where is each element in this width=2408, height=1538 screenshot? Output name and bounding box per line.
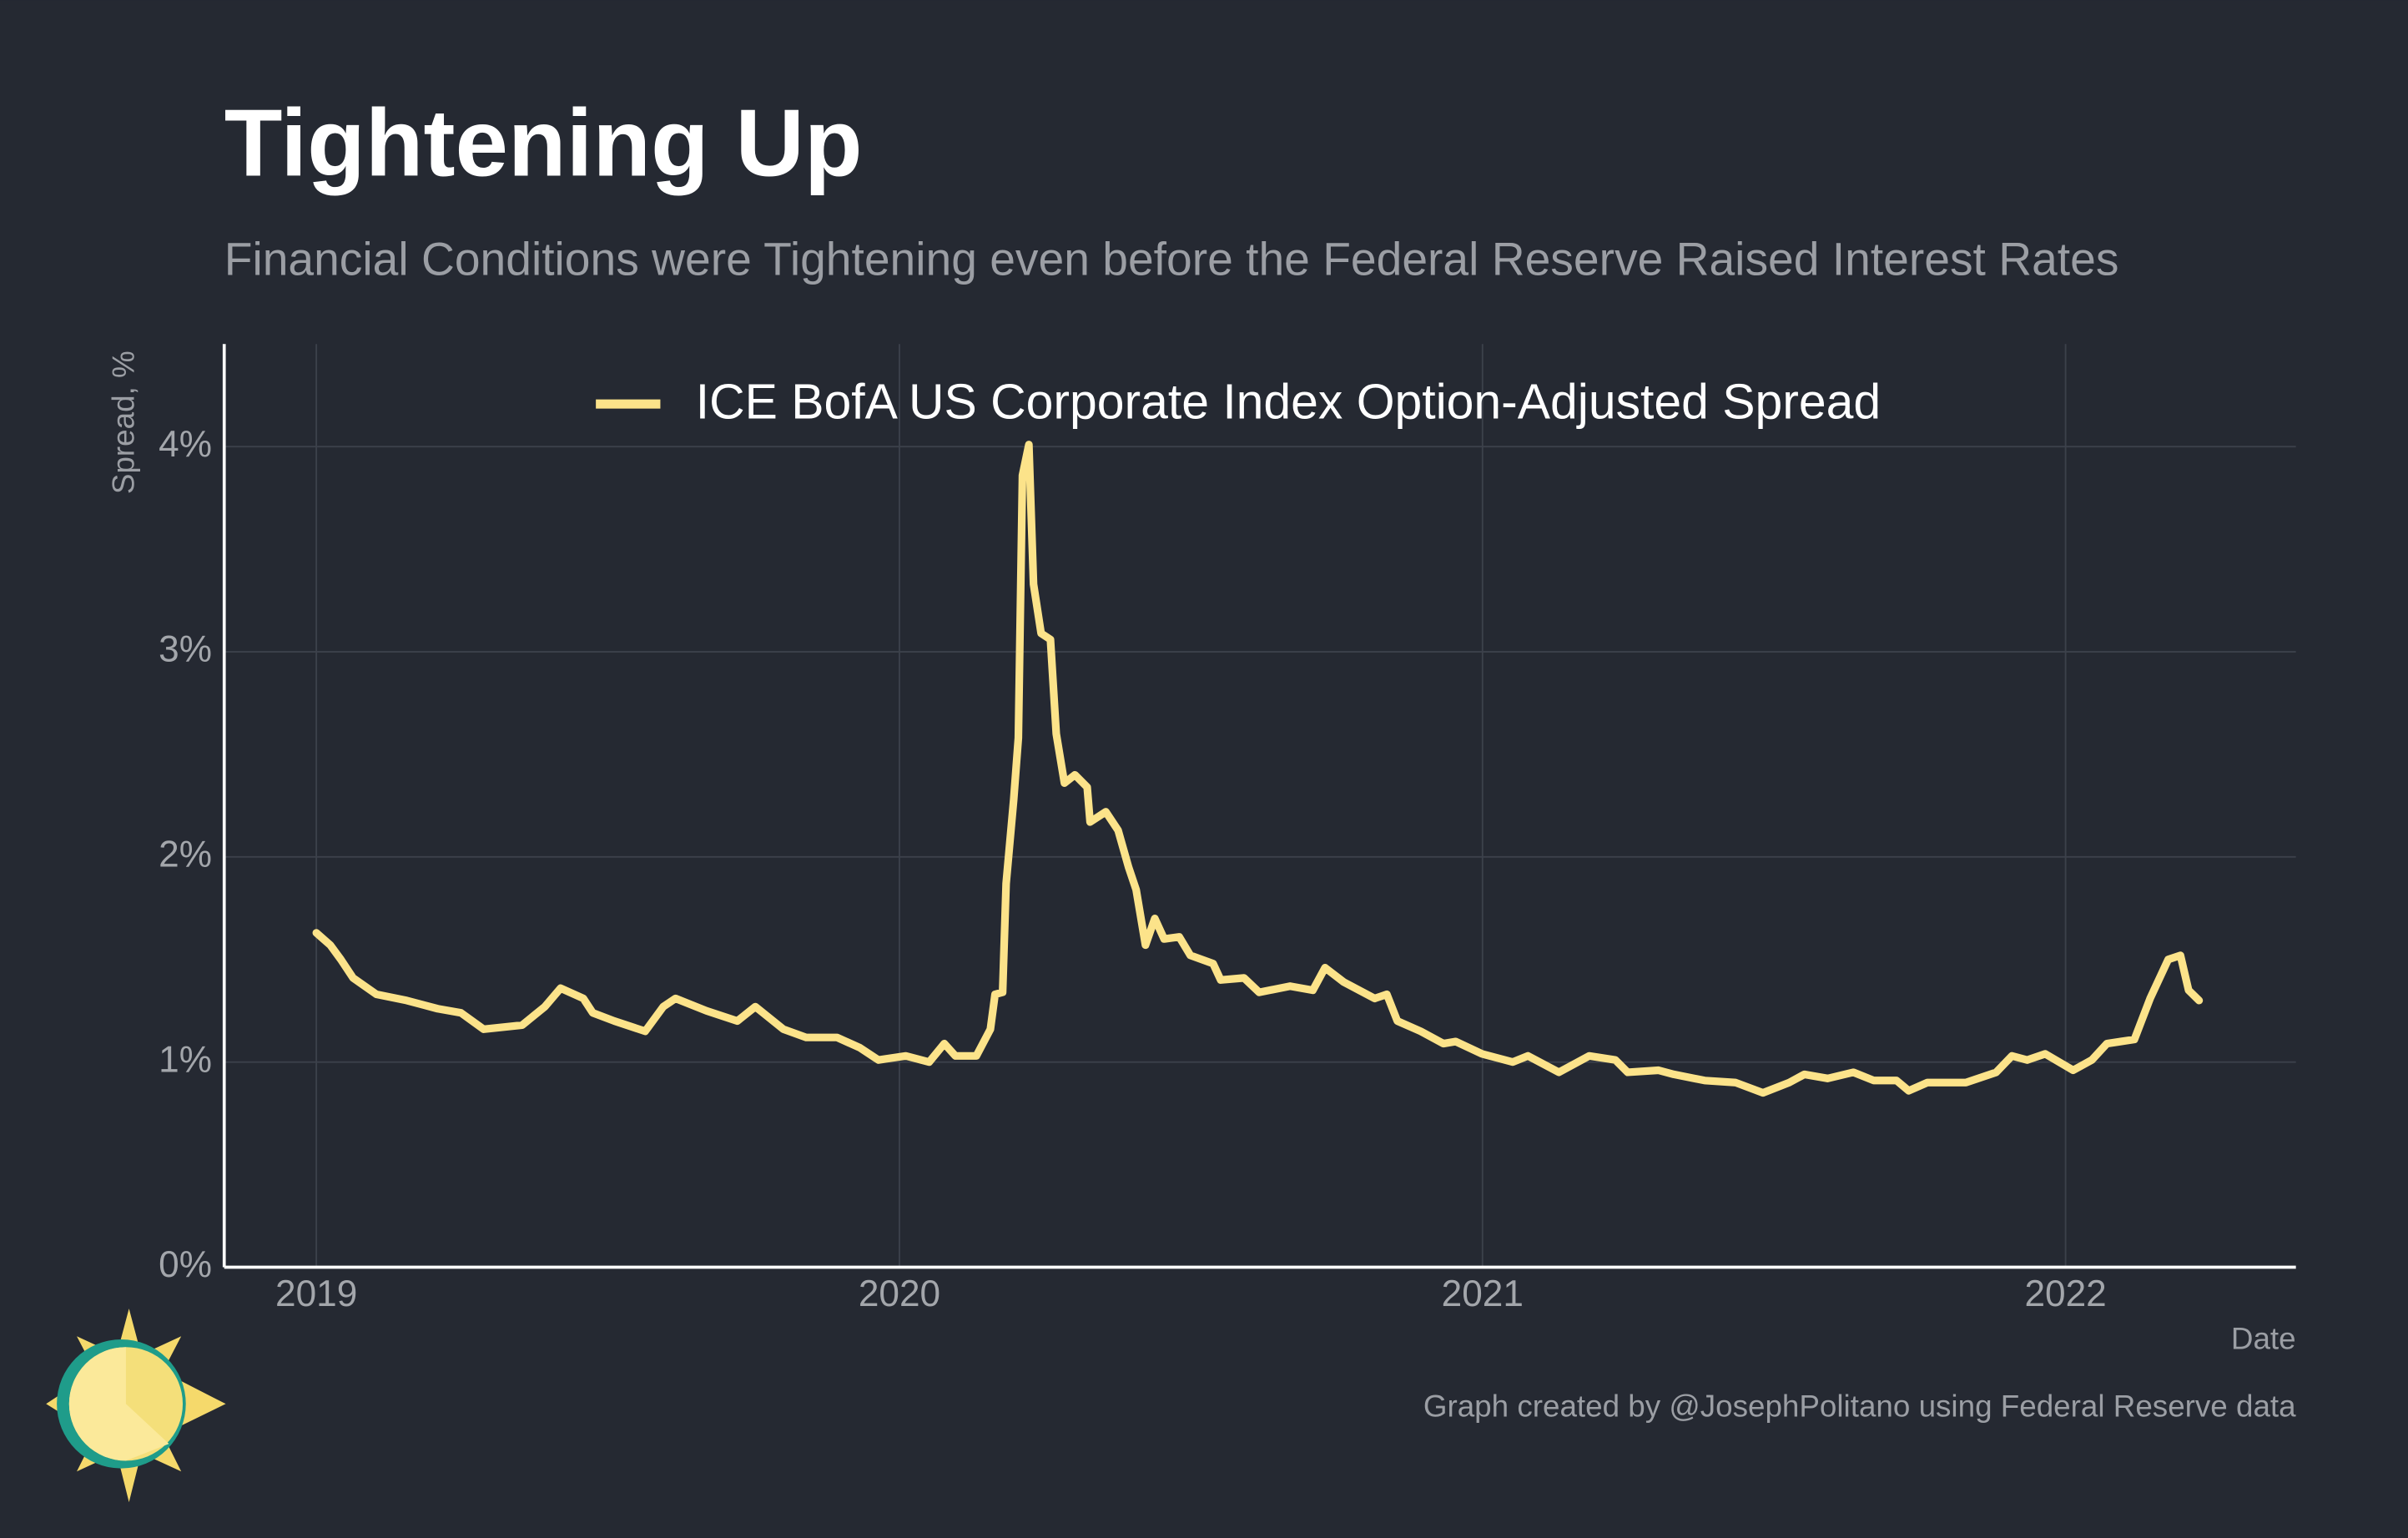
legend: ICE BofA US Corporate Index Option-Adjus… xyxy=(596,375,1881,429)
grid xyxy=(224,344,2296,1268)
y-tick-label: 1% xyxy=(159,1039,212,1080)
x-tick-label: 2020 xyxy=(859,1273,940,1314)
logo-face xyxy=(68,1347,169,1461)
data-line xyxy=(312,441,2204,1097)
chart-title: Tightening Up xyxy=(224,91,863,197)
x-tick-label: 2022 xyxy=(2024,1273,2106,1314)
x-tick-label: 2019 xyxy=(275,1273,357,1314)
y-tick-label: 0% xyxy=(159,1244,212,1285)
caption: Graph created by @JosephPolitano using F… xyxy=(1423,1389,2296,1424)
y-axis-label: Spread, % xyxy=(107,350,141,494)
marks xyxy=(312,441,2204,1097)
legend-label: ICE BofA US Corporate Index Option-Adjus… xyxy=(696,375,1881,429)
x-tick-label: 2021 xyxy=(1442,1273,1524,1314)
y-tick-label: 4% xyxy=(159,424,212,465)
y-tick-label: 3% xyxy=(159,629,212,670)
x-axis-label: Date xyxy=(2231,1322,2296,1356)
y-tick-label: 2% xyxy=(159,835,212,875)
logo xyxy=(46,1309,226,1503)
chart-subtitle: Financial Conditions were Tightening eve… xyxy=(224,233,2119,285)
